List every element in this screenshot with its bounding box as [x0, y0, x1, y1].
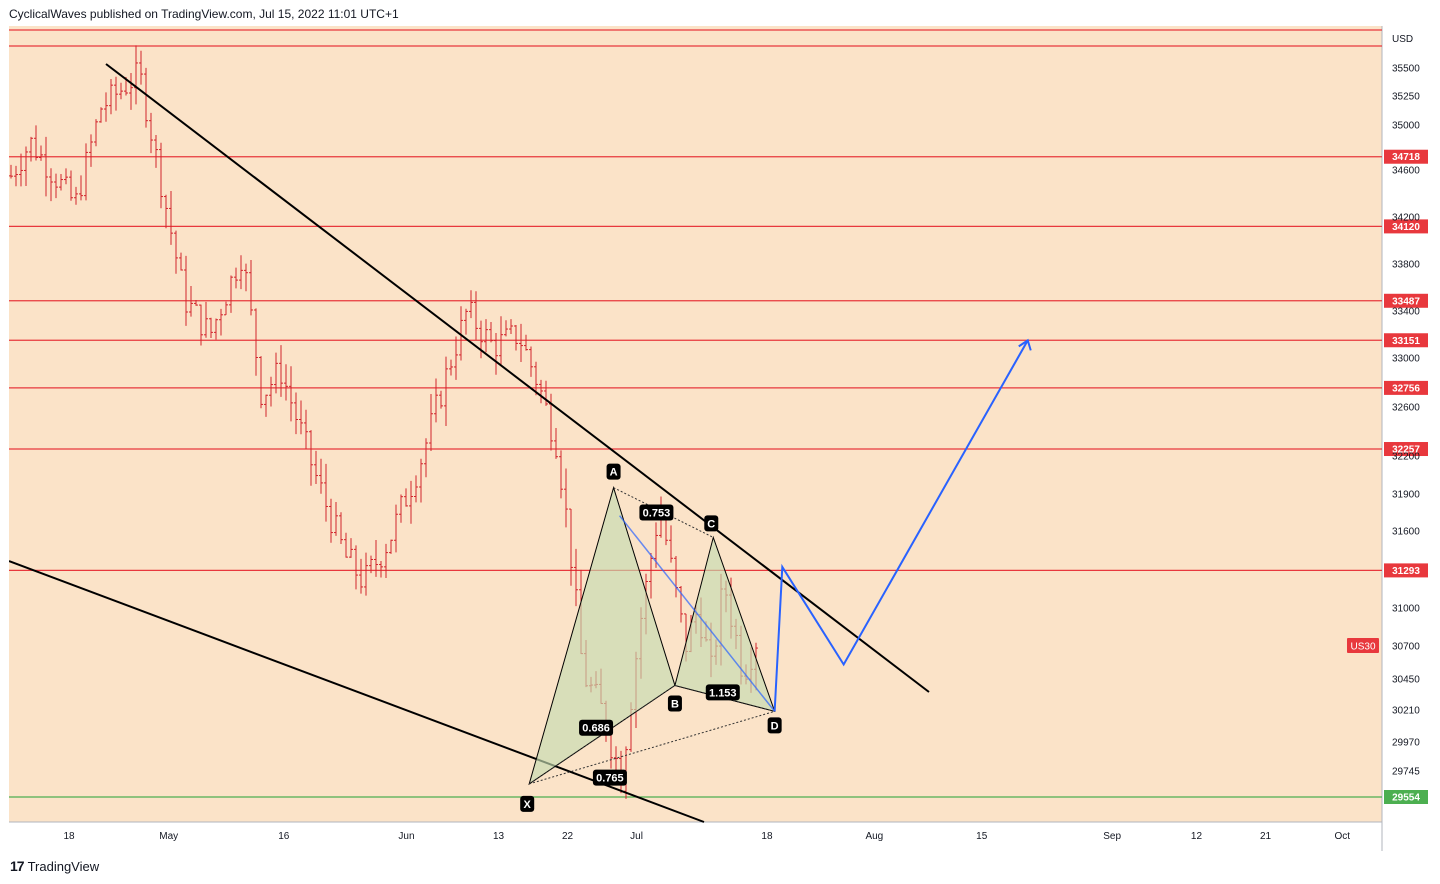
y-tick-34600: 34600 — [1392, 166, 1420, 177]
lower-trendline — [8, 560, 705, 823]
x-tick-16: 16 — [278, 831, 290, 842]
channel-trendlines — [8, 63, 930, 823]
pattern-ratio-line-AC — [613, 487, 714, 538]
level-tag-label-33487: 33487 — [1392, 296, 1420, 307]
time-axis-background — [9, 822, 1382, 851]
point-badge-X — [520, 795, 535, 812]
y-tick-31600: 31600 — [1392, 527, 1420, 538]
tradingview-logo[interactable]: 17 TradingView — [10, 858, 99, 874]
y-tick-35250: 35250 — [1392, 92, 1420, 103]
y-tick-31900: 31900 — [1392, 490, 1420, 501]
projection-polyline — [773, 339, 1029, 712]
ratio-badge-label: 0.686 — [582, 723, 610, 735]
ratio-badge — [639, 504, 674, 521]
price-axis-ticks: 35500 35250 35000 34600 34200 33800 33400 33000… — [1392, 64, 1420, 778]
level-tag-label-34120: 34120 — [1392, 222, 1420, 233]
level-tag-label-32257: 32257 — [1392, 445, 1420, 456]
x-tick-Sep: Sep — [1103, 831, 1121, 842]
x-tick-Jun: Jun — [398, 831, 414, 842]
level-tag-32756 — [1384, 380, 1428, 395]
time-axis-ticks: 18 May 16 Jun 13 22 Jul 18 Aug 15 Sep 12 21 Oct — [63, 831, 1350, 842]
pattern-ratio-line-XB — [528, 685, 676, 785]
harmonic-pattern: 0.753 0.686 1.153 0.765 X A B C D — [520, 463, 782, 812]
ratio-badge — [705, 684, 740, 701]
y-tick-35500: 35500 — [1392, 64, 1420, 75]
price-chart[interactable]: 34718 34120 33487 33151 32756 32257 31293 29554… — [8, 26, 1430, 851]
level-tag-29554 — [1384, 790, 1428, 804]
x-tick-12: 12 — [1191, 831, 1203, 842]
symbol-badge: US30 — [1347, 638, 1379, 653]
y-tick-33000: 33000 — [1392, 354, 1420, 365]
projection-path — [773, 338, 1032, 712]
x-tick-13: 13 — [493, 831, 505, 842]
y-tick-30450: 30450 — [1392, 675, 1420, 686]
point-badge-C — [704, 515, 719, 532]
x-tick-22: 22 — [562, 831, 574, 842]
y-tick-30210: 30210 — [1392, 706, 1420, 717]
x-tick-21: 21 — [1260, 831, 1272, 842]
x-tick-Oct: Oct — [1334, 831, 1350, 842]
x-tick-15: 15 — [976, 831, 988, 842]
level-tag-label-33151: 33151 — [1392, 336, 1420, 347]
pattern-ratio-line-BD — [674, 684, 775, 712]
level-tag-label-34718: 34718 — [1392, 152, 1420, 163]
publisher-line: CyclicalWaves published on TradingView.c… — [9, 7, 399, 21]
ratio-badge-label: 0.753 — [643, 508, 671, 520]
ratio-badge-label: 1.153 — [709, 687, 737, 699]
currency-label: USD — [1392, 34, 1413, 45]
level-tag-34718 — [1384, 149, 1428, 164]
y-tick-30700: 30700 — [1392, 642, 1420, 653]
level-tag-34120 — [1384, 219, 1428, 234]
plot-background — [9, 26, 1382, 822]
upper-trendline — [105, 63, 930, 693]
y-tick-29745: 29745 — [1392, 767, 1420, 778]
pattern-ad-line — [618, 515, 776, 712]
y-tick-33400: 33400 — [1392, 307, 1420, 318]
point-label-B: B — [671, 698, 679, 710]
pattern-ratio-line-XD — [529, 710, 775, 785]
level-tag-32257 — [1384, 442, 1428, 457]
chart-panel[interactable]: 34718 34120 33487 33151 32756 32257 31293 29554… — [8, 26, 1430, 851]
logo-text: TradingView — [27, 858, 100, 874]
ratio-badge-label: 0.765 — [596, 773, 624, 785]
level-tag-33487 — [1384, 293, 1428, 308]
ratio-badge — [592, 769, 627, 786]
point-badge-B — [667, 695, 682, 712]
level-tag-label-29554: 29554 — [1392, 793, 1420, 804]
logo-mark-icon: 17 — [10, 858, 25, 874]
x-tick-18: 18 — [63, 831, 75, 842]
level-tag-label-31293: 31293 — [1392, 566, 1420, 577]
level-tag-label-32756: 32756 — [1392, 383, 1420, 394]
horizontal-levels: 34718 34120 33487 33151 32756 32257 31293 29554 — [9, 149, 1428, 804]
y-tick-31000: 31000 — [1392, 604, 1420, 615]
point-label-X: X — [524, 799, 532, 811]
x-tick-Jul: Jul — [630, 831, 643, 842]
y-tick-32200: 32200 — [1392, 452, 1420, 463]
point-label-C: C — [707, 518, 715, 530]
point-badge-A — [606, 463, 621, 480]
ratio-badge — [579, 719, 614, 736]
point-label-D: D — [771, 720, 779, 732]
point-badge-D — [767, 717, 782, 734]
level-tag-33151 — [1384, 333, 1428, 348]
x-tick-Aug: Aug — [865, 831, 883, 842]
y-tick-33800: 33800 — [1392, 260, 1420, 271]
y-tick-32600: 32600 — [1392, 403, 1420, 414]
x-tick-18: 18 — [761, 831, 773, 842]
symbol-badge-label: US30 — [1350, 642, 1375, 653]
point-label-A: A — [610, 467, 618, 479]
level-tag-31293 — [1384, 563, 1428, 578]
y-tick-29970: 29970 — [1392, 738, 1420, 749]
y-tick-34200: 34200 — [1392, 213, 1420, 224]
projection-arrowhead — [1018, 338, 1032, 351]
x-tick-May: May — [159, 831, 178, 842]
y-tick-35000: 35000 — [1392, 121, 1420, 132]
